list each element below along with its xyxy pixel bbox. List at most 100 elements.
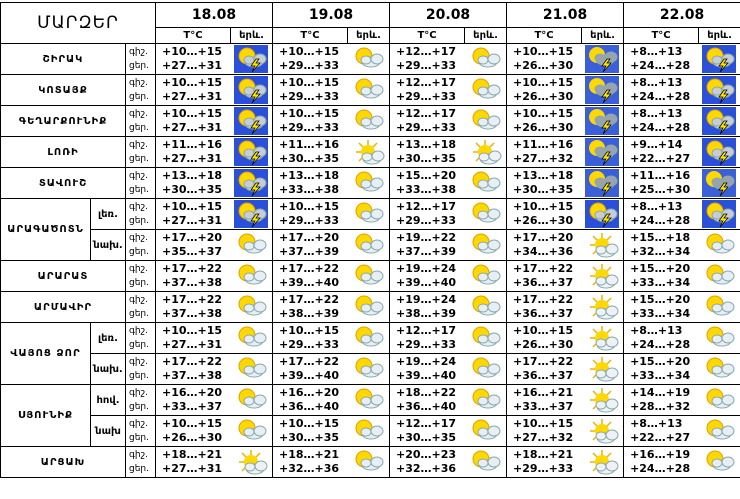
region-name: ԱՐՄԱՎԻՐ <box>1 292 126 323</box>
weather-icon <box>468 231 502 259</box>
night-temp: +19…+24 <box>396 355 465 369</box>
night-temp: +17…+22 <box>513 262 582 276</box>
day-temp: +27…+31 <box>162 338 231 352</box>
night-temp: +16…+20 <box>162 386 231 400</box>
day-temp: +39…+40 <box>396 276 465 290</box>
night-temp: +10…+15 <box>279 45 348 59</box>
temps: +10…+15+27…+31 <box>156 106 231 137</box>
day-temp: +29…+33 <box>279 90 348 104</box>
weather-icon <box>234 169 268 197</box>
weather-icon <box>702 76 736 104</box>
weather-icon-cell <box>699 354 740 385</box>
temps: +17…+20+34…+36 <box>507 230 582 261</box>
icon-label: երև. <box>699 28 740 44</box>
weather-icon-cell <box>582 447 624 478</box>
temps: +8…+13+24…+28 <box>624 44 699 75</box>
day-temp: +30…+35 <box>162 183 231 197</box>
weather-icon-cell <box>465 323 507 354</box>
weather-icon <box>234 231 268 259</box>
temps: +16…+20+36…+40 <box>273 385 348 416</box>
night-temp: +12…+17 <box>396 76 465 90</box>
night-temp: +11…+16 <box>630 169 699 183</box>
period-labels: գիշ.ցեր. <box>126 447 156 478</box>
temps: +8…+13+24…+28 <box>624 106 699 137</box>
day-temp: +26…+30 <box>513 338 582 352</box>
day-temp: +29…+33 <box>396 214 465 228</box>
day-temp: +24…+28 <box>630 214 699 228</box>
region-name: ՇԻՐԱԿ <box>1 44 126 75</box>
weather-icon-cell <box>582 75 624 106</box>
weather-icon-cell <box>582 385 624 416</box>
weather-icon <box>702 200 736 228</box>
day-label: ցեր. <box>129 431 155 445</box>
weather-icon <box>234 138 268 166</box>
day-temp: +30…+35 <box>513 183 582 197</box>
temps: +18…+22+36…+40 <box>390 385 465 416</box>
temps: +17…+20+35…+37 <box>156 230 231 261</box>
day-label: ցեր. <box>129 338 155 352</box>
day-label: ցեր. <box>129 59 155 73</box>
period-labels: գիշ.ցեր. <box>126 416 156 447</box>
day-temp: +33…+34 <box>630 369 699 383</box>
night-temp: +17…+22 <box>279 355 348 369</box>
weather-icon <box>234 107 268 135</box>
weather-icon-cell <box>699 44 740 75</box>
weather-icon-cell <box>348 416 390 447</box>
night-temp: +10…+15 <box>513 200 582 214</box>
day-temp: +36…+40 <box>279 400 348 414</box>
weather-icon <box>468 107 502 135</box>
day-temp: +33…+38 <box>279 183 348 197</box>
day-temp: +24…+28 <box>630 121 699 135</box>
weather-icon-cell <box>348 106 390 137</box>
weather-icon-cell <box>231 385 273 416</box>
day-temp: +30…+35 <box>396 152 465 166</box>
weather-icon-cell <box>582 199 624 230</box>
temps: +10…+15+30…+35 <box>273 416 348 447</box>
weather-icon <box>468 138 502 166</box>
temps: +10…+15+26…+30 <box>507 199 582 230</box>
weather-icon <box>585 45 619 73</box>
temps: +11…+16+25…+30 <box>624 168 699 199</box>
temps: +8…+13+24…+28 <box>624 75 699 106</box>
weather-icon <box>585 262 619 290</box>
weather-icon <box>234 76 268 104</box>
day-temp: +37…+38 <box>162 307 231 321</box>
day-temp: +33…+34 <box>630 307 699 321</box>
temps: +12…+17+29…+33 <box>390 106 465 137</box>
icon-label: երև. <box>231 28 273 44</box>
weather-icon <box>234 293 268 321</box>
date: 21.08 <box>507 3 624 28</box>
temps: +10…+15+27…+31 <box>156 323 231 354</box>
day-temp: +39…+40 <box>279 369 348 383</box>
weather-icon-cell <box>582 416 624 447</box>
weather-icon-cell <box>231 416 273 447</box>
temps: +15…+18+32…+34 <box>624 230 699 261</box>
temps: +13…+18+33…+38 <box>273 168 348 199</box>
temps: +15…+20+33…+34 <box>624 261 699 292</box>
day-label: ցեր. <box>129 369 155 383</box>
weather-icon-cell <box>231 199 273 230</box>
day-temp: +33…+38 <box>396 183 465 197</box>
weather-icon-cell <box>699 75 740 106</box>
night-temp: +12…+17 <box>396 45 465 59</box>
temps: +20…+23+32…+36 <box>390 447 465 478</box>
region-name: ԱՐՑԱԽ <box>1 447 126 478</box>
temps: +16…+20+33…+37 <box>156 385 231 416</box>
weather-icon-cell <box>465 75 507 106</box>
weather-icon <box>585 355 619 383</box>
temps: +9…+14+22…+27 <box>624 137 699 168</box>
weather-icon-cell <box>348 385 390 416</box>
day-temp: +34…+36 <box>513 245 582 259</box>
temps: +11…+16+30…+35 <box>273 137 348 168</box>
temp-label: T°C <box>624 28 699 44</box>
weather-icon <box>585 76 619 104</box>
temps: +17…+20+37…+39 <box>273 230 348 261</box>
night-temp: +17…+22 <box>513 293 582 307</box>
temps: +10…+15+26…+30 <box>156 416 231 447</box>
